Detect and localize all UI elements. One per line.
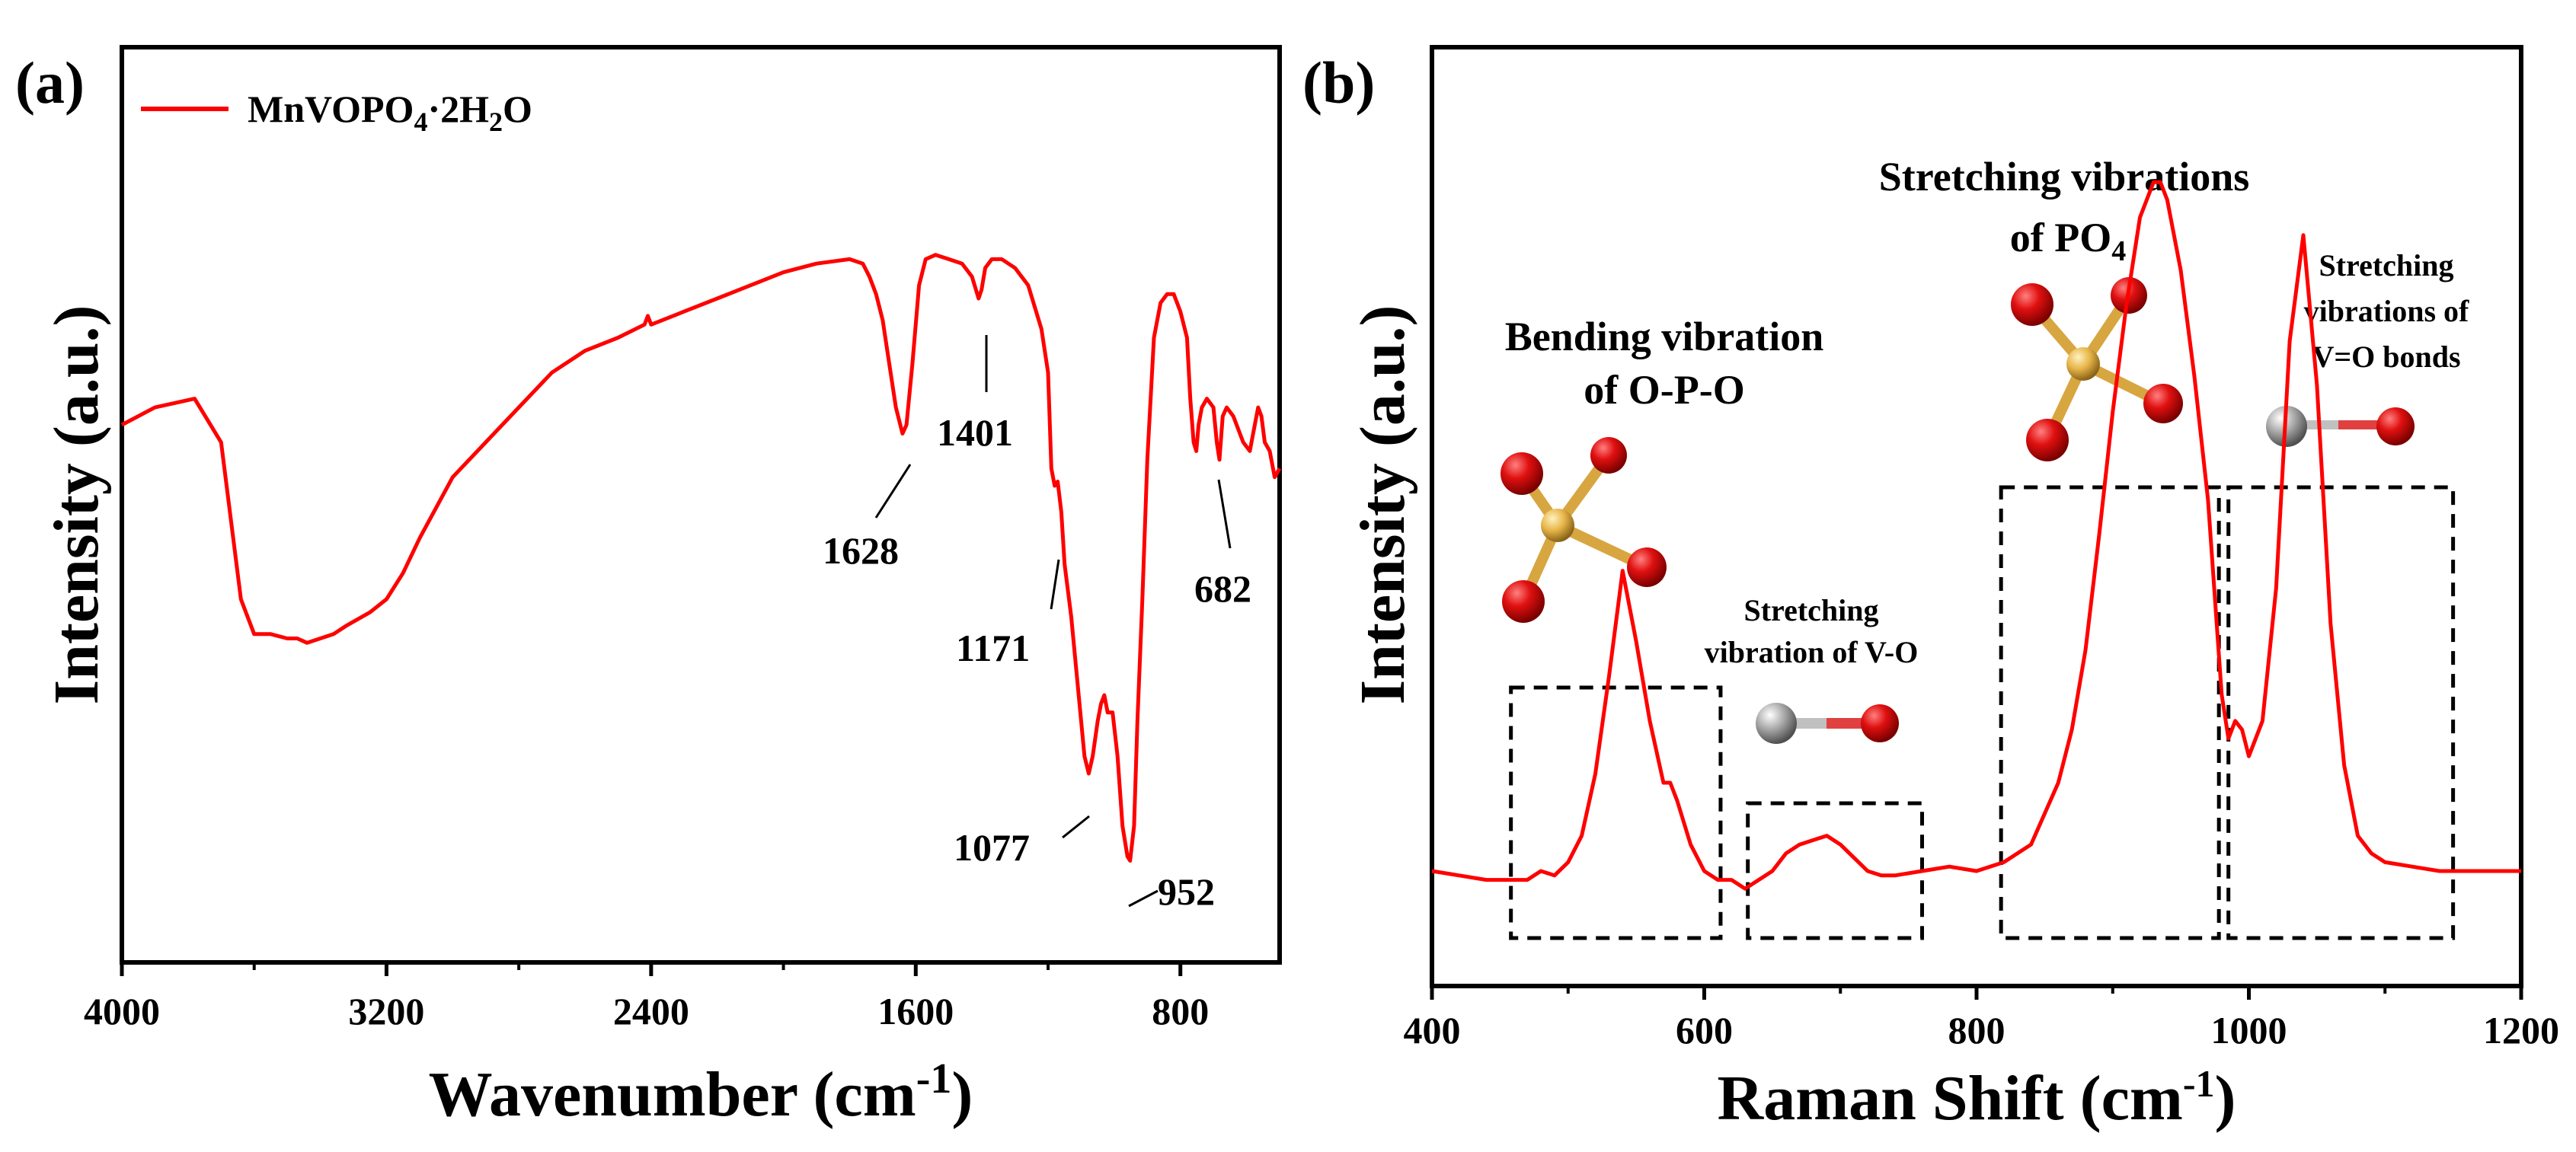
panel-b-x-axis-title: Raman Shift (cm-1) [1718, 1062, 2236, 1134]
x-tick-label-800: 800 [1152, 990, 1209, 1032]
panel-a: (a) MnVOPO4·2H2O 1628 1401 1171 1077 952 [15, 45, 1282, 1130]
panel-a-legend: MnVOPO4·2H2O [141, 88, 532, 137]
vo-molecule-icon [1756, 703, 1899, 744]
x-tick-label-1600: 1600 [877, 990, 954, 1032]
panel-a-y-axis-title: Intensity (a.u.) [41, 305, 112, 704]
annotation-box-0 [1509, 685, 1723, 940]
v-double-o-molecule-icon [2266, 406, 2415, 447]
x-tick-label-4000: 4000 [84, 990, 160, 1032]
x-tick-label-1200: 1200 [2483, 1009, 2559, 1051]
po4-molecule-stretching-icon [2011, 277, 2183, 461]
panel-b-x-ticks: 400 600 800 1000 1200 [1404, 986, 2559, 1051]
annot-682: 682 [1194, 567, 1251, 610]
box-title-po4-line1: Stretching vibrations [1879, 154, 2250, 199]
annotation-box-2 [1999, 485, 2221, 940]
panel-a-label: (a) [15, 49, 85, 116]
panel-a-x-axis-title: Wavenumber (cm-1) [429, 1055, 973, 1130]
box-title-vdo-line2: vibrations of [2304, 294, 2469, 328]
box-title-vdo-line3: V=O bonds [2312, 340, 2460, 374]
box-title-vo-line1: Stretching [1743, 593, 1878, 627]
panel-a-annotations: 1628 1401 1171 1077 952 682 [823, 335, 1251, 913]
po4-molecule-bending-icon [1501, 437, 1667, 623]
x-title-b-close: ) [2214, 1063, 2236, 1134]
annot-1077: 1077 [954, 826, 1030, 869]
x-tick-label-400: 400 [1404, 1009, 1461, 1051]
box-title-po4-sub: 4 [2111, 235, 2126, 267]
x-title-b-main: Raman Shift (cm [1718, 1063, 2183, 1134]
x-title-b-sup: -1 [2183, 1062, 2215, 1105]
x-tick-label-3200: 3200 [348, 990, 424, 1032]
box-title-vdo-line1: Stretching [2319, 248, 2453, 282]
x-tick-label-600: 600 [1676, 1009, 1733, 1051]
panel-b-box-titles: Bending vibration of O-P-O Stretching vi… [1505, 154, 2469, 669]
annot-1401: 1401 [937, 411, 1013, 454]
x-title-a-close: ) [951, 1059, 973, 1130]
x-tick-label-1000: 1000 [2211, 1009, 2287, 1051]
annot-leader-1628 [874, 464, 912, 519]
x-tick-label-800: 800 [1948, 1009, 2006, 1051]
annot-952: 952 [1158, 870, 1215, 913]
panel-b-label: (b) [1302, 49, 1375, 116]
annotation-box-3 [2226, 485, 2456, 940]
legend-sub-2: 2 [489, 107, 503, 137]
box-title-vo-line2: vibration of V-O [1705, 635, 1919, 669]
box-title-po4-line2: of PO4 [2010, 215, 2126, 267]
panel-b-series-line [1431, 180, 2521, 891]
annot-1171: 1171 [956, 627, 1030, 669]
legend-text-dot: ·2H [427, 88, 489, 130]
legend-entry-text: MnVOPO4·2H2O [248, 88, 532, 137]
box-title-bending-line1: Bending vibration [1505, 314, 1824, 359]
panel-a-plot-frame [120, 45, 1282, 965]
x-tick-label-2400: 2400 [613, 990, 689, 1032]
panel-a-series-line [120, 253, 1282, 863]
legend-text-main: MnVOPO [248, 88, 414, 130]
annot-leader-682 [1217, 479, 1232, 549]
annot-leader-1077 [1062, 815, 1090, 839]
annot-leader-1171 [1050, 559, 1060, 610]
annot-leader-952 [1128, 889, 1159, 908]
legend-text-tail: O [503, 88, 532, 130]
legend-sub-1: 4 [414, 107, 427, 137]
panel-b: (b) Bending vibration of O-P-O Stretchin… [1302, 45, 2559, 1134]
panel-b-y-axis-title: Intensity (a.u.) [1347, 305, 1418, 704]
box-title-po4-main: of PO [2010, 215, 2111, 260]
panel-a-x-ticks: 4000 3200 2400 1600 800 [84, 962, 1209, 1032]
x-title-a-sup: -1 [916, 1055, 952, 1103]
box-title-bending-line2: of O-P-O [1584, 367, 1744, 413]
x-title-a-main: Wavenumber (cm [429, 1059, 916, 1130]
annot-1628: 1628 [823, 529, 899, 572]
